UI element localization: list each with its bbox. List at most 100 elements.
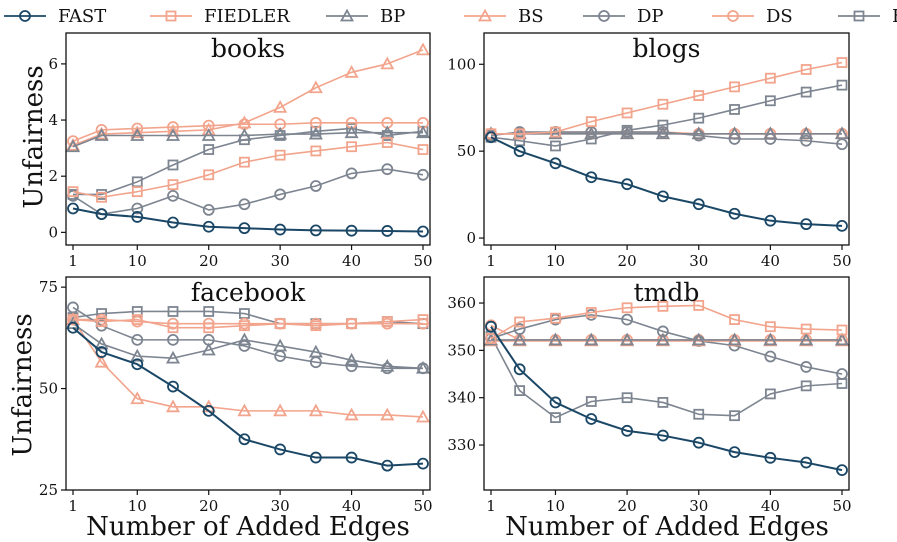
plot-frame	[483, 276, 850, 491]
data-point-bp	[834, 126, 850, 140]
series-fiedler	[485, 299, 848, 344]
data-point-bp	[380, 358, 395, 372]
data-point-fast	[585, 171, 598, 184]
data-point-fiedler	[657, 98, 669, 110]
series-line-dp	[490, 314, 843, 375]
data-point-dp	[764, 350, 777, 363]
x-tick-label: 1	[486, 497, 496, 515]
data-point-bp	[763, 332, 778, 346]
data-point-fiedler	[239, 320, 250, 332]
data-point-er	[585, 396, 597, 407]
data-point-bp	[483, 332, 499, 346]
data-point-bs	[308, 80, 323, 94]
data-point-er	[203, 306, 215, 317]
series-fast	[67, 321, 429, 472]
legend-marker-bs	[477, 8, 493, 22]
data-point-bs	[273, 100, 288, 113]
legend-label-bp: BP	[380, 6, 405, 27]
data-point-fast	[67, 202, 79, 215]
data-point-fiedler	[550, 312, 561, 324]
x-tick-label: 40	[342, 252, 361, 270]
data-point-dp	[238, 340, 251, 352]
data-point-er	[657, 397, 669, 408]
data-point-dp	[800, 134, 813, 147]
x-tick-label: 50	[413, 497, 432, 515]
data-point-fiedler	[239, 156, 250, 168]
data-point-er	[800, 380, 812, 392]
series-line-er	[490, 84, 843, 147]
data-point-bp	[65, 139, 81, 153]
data-point-dp	[345, 167, 358, 180]
data-point-fiedler	[203, 322, 215, 334]
legend-label-bs: BS	[518, 6, 544, 27]
plot-frame	[65, 276, 431, 491]
x-tick-label: 50	[832, 497, 851, 515]
data-point-er	[550, 412, 561, 423]
data-point-bs	[380, 407, 395, 421]
series-line-fast	[72, 207, 424, 233]
data-point-fiedler	[585, 307, 597, 318]
data-point-bp	[763, 126, 778, 140]
data-point-er	[203, 144, 215, 155]
series-line-bs	[72, 49, 424, 147]
data-point-fiedler	[274, 318, 286, 330]
y-tick-label: 25	[39, 481, 58, 499]
series-line-ds	[72, 122, 423, 142]
x-tick-label: 10	[128, 497, 147, 515]
data-point-fast	[238, 222, 251, 235]
data-point-bp	[130, 348, 145, 362]
data-point-fast	[131, 211, 144, 223]
data-point-bs	[344, 64, 359, 78]
panel-facebook: 1 10 20 30 40 50 25 50 75 facebook	[39, 276, 433, 515]
series-fast	[485, 320, 848, 477]
data-point-fast	[309, 451, 322, 464]
data-point-bp	[94, 336, 109, 350]
data-point-fast	[485, 131, 497, 144]
data-point-bs	[130, 125, 145, 139]
legend-label-er: ER	[892, 6, 897, 27]
data-point-bp	[94, 128, 109, 141]
data-point-bp	[201, 128, 216, 141]
data-point-fast	[621, 178, 634, 191]
panel-title-books: books	[211, 34, 285, 63]
data-point-fast	[764, 214, 777, 227]
legend-marker-er	[853, 10, 865, 22]
data-point-bs	[415, 42, 431, 56]
data-point-er	[693, 408, 705, 420]
data-point-fiedler	[381, 137, 393, 148]
y-tick-label: 2	[48, 167, 58, 185]
data-point-bs	[380, 56, 395, 70]
panel-books: 1 10 20 30 40 50 0 2 4 6 books	[48, 32, 433, 270]
data-point-fast	[800, 456, 813, 469]
data-point-bp	[548, 332, 563, 346]
data-point-fiedler	[417, 144, 429, 155]
data-point-fiedler	[67, 314, 79, 326]
data-point-bp	[584, 332, 599, 346]
data-point-fast	[417, 225, 429, 238]
data-point-fast	[728, 446, 741, 459]
x-tick-label: 10	[546, 497, 565, 515]
data-point-fiedler	[693, 299, 705, 311]
data-point-fast	[95, 346, 108, 358]
panel-title-facebook: facebook	[191, 278, 306, 307]
data-point-fiedler	[693, 90, 705, 101]
data-point-fiedler	[550, 126, 561, 138]
data-point-fiedler	[585, 116, 597, 128]
legend-marker-fiedler	[165, 10, 177, 22]
data-point-bp	[165, 128, 181, 141]
x-tick-label: 40	[761, 252, 780, 270]
series-line-fast	[490, 136, 843, 227]
data-point-fast	[692, 436, 705, 449]
data-point-fast	[549, 157, 562, 170]
data-point-bs	[130, 391, 145, 405]
legend-item-bp: BP	[326, 6, 405, 27]
legend-label-fiedler: FIEDLER	[204, 6, 290, 27]
data-point-fiedler	[346, 141, 357, 153]
x-tick-label: 50	[832, 252, 851, 270]
legend-item-er: ER	[838, 6, 897, 27]
x-tick-label: 20	[618, 497, 637, 515]
data-point-bp	[584, 126, 599, 140]
data-point-fast	[202, 220, 215, 233]
data-point-fiedler	[514, 316, 526, 328]
data-point-bs	[94, 354, 109, 368]
